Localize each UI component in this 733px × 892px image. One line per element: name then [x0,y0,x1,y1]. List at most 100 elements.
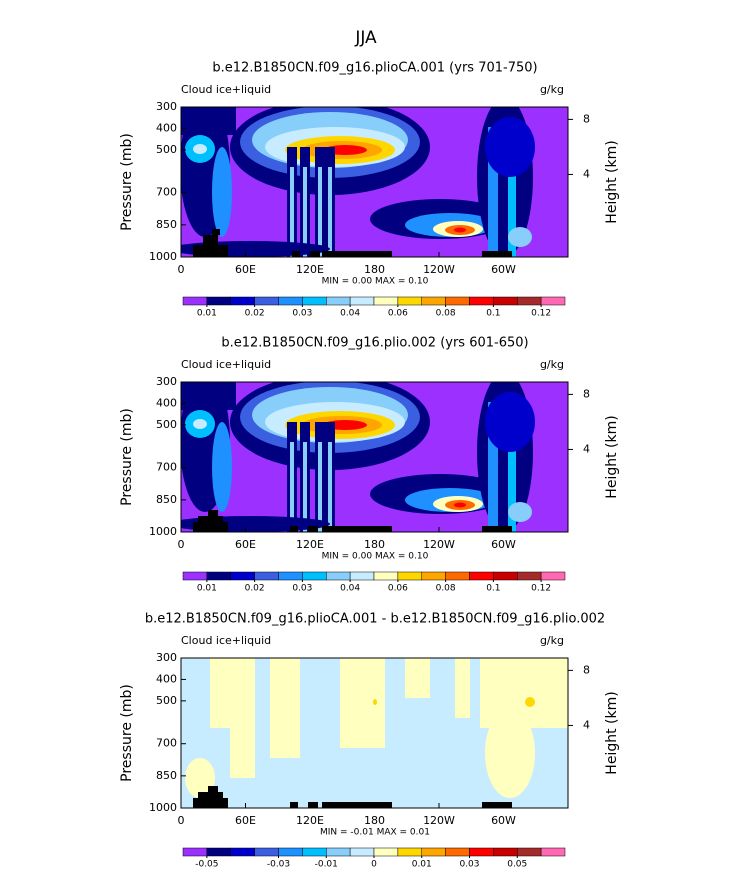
y2-axis-label: Height (km) [604,691,620,774]
y-tick-label: 700 [156,461,177,474]
contour-fill [290,442,294,532]
colorbar-box [278,571,303,581]
colorbar-box [278,847,303,857]
terrain [482,251,512,257]
colorbar-box [540,571,566,581]
colorbar-box [445,296,470,306]
x-tick-label: 120E [296,538,324,551]
colorbar-label: 0.01 [197,584,217,594]
colorbar-label: 0.1 [486,309,500,319]
contour-fill [455,658,470,718]
y2-tick-label: 4 [583,442,590,455]
y-axis-label: Pressure (mb) [119,408,135,506]
terrain [212,229,220,235]
colorbar-label: 0.12 [531,584,551,594]
x-tick-label: 60W [491,538,516,551]
stats-label: MIN = 0.00 MAX = 0.10 [322,552,429,562]
contour-fill [373,699,377,705]
colorbar-box [182,296,208,306]
left-label: Cloud ice+liquid [181,358,271,371]
colorbar-box [182,847,208,857]
stats-label: MIN = 0.00 MAX = 0.10 [322,277,429,287]
colorbar-box [397,296,422,306]
contour-fill [525,697,535,707]
colorbar-box [254,847,279,857]
colorbar-label: 0.06 [388,309,408,319]
y-tick-label: 500 [156,418,177,431]
colorbar-box [302,296,327,306]
y-axis-label: Pressure (mb) [119,684,135,782]
colorbar-label: 0.02 [245,584,265,594]
colorbar-box [493,296,518,306]
panel: b.e12.B1850CN.f09_g16.plio.002 (yrs 601-… [119,336,620,594]
contour-fill [328,442,332,532]
contour-fill [193,419,207,429]
contour-field [181,107,568,257]
x-tick-label: 60E [235,814,256,827]
colorbar-box [421,847,446,857]
colorbar-box [445,847,470,857]
colorbar-box [517,847,542,857]
colorbar-label: 0.08 [436,309,456,319]
terrain [292,251,300,257]
colorbar-label: 0.06 [388,584,408,594]
colorbar-box [493,571,518,581]
colorbar-label: 0.08 [436,584,456,594]
y2-tick-label: 8 [583,112,590,125]
colorbar-label: 0.05 [507,860,527,870]
y-tick-label: 1000 [149,525,177,538]
contour-fill [181,107,236,135]
colorbar-label: 0 [371,860,377,870]
y-tick-label: 1000 [149,801,177,814]
contour-fill [270,658,300,758]
colorbar-box [302,571,327,581]
contour-fill [454,227,466,233]
contour-fill [508,502,532,522]
colorbar-box [493,847,518,857]
colorbar-label: -0.05 [195,860,218,870]
colorbar-label: 0.03 [292,309,312,319]
x-tick-label: 180 [364,263,385,276]
contour-fill [488,127,498,257]
y-tick-label: 500 [156,143,177,156]
contour-field [181,658,568,808]
colorbar-box [469,296,494,306]
terrain [322,526,392,532]
units-label: g/kg [540,358,564,371]
colorbar-box [397,571,422,581]
colorbar-box [326,296,351,306]
y-tick-label: 850 [156,769,177,782]
colorbar-box [206,296,231,306]
colorbar-box [206,571,231,581]
x-tick-label: 60W [491,814,516,827]
colorbar-box [517,296,542,306]
x-tick-label: 0 [178,263,185,276]
colorbar-box [469,847,494,857]
y-tick-label: 850 [156,218,177,231]
contour-fill [318,442,322,532]
colorbar-label: -0.03 [267,860,290,870]
x-tick-label: 120W [423,538,455,551]
colorbar-label: 0.12 [531,309,551,319]
y-tick-label: 300 [156,375,177,388]
colorbar-box [326,847,351,857]
units-label: g/kg [540,634,564,647]
y-tick-label: 1000 [149,250,177,263]
y-tick-label: 500 [156,694,177,707]
x-tick-label: 120E [296,814,324,827]
colorbar-box [517,571,542,581]
x-tick-label: 120W [423,263,455,276]
stats-label: MIN = -0.01 MAX = 0.01 [320,828,430,838]
contour-fill [318,167,322,257]
contour-fill [508,147,516,257]
colorbar-box [469,571,494,581]
x-tick-label: 60W [491,263,516,276]
x-tick-label: 120W [423,814,455,827]
colorbar-box [540,296,566,306]
terrain [322,251,392,257]
y2-axis-label: Height (km) [604,415,620,498]
y2-tick-label: 4 [583,718,590,731]
contour-fill [193,144,207,154]
panel-title: b.e12.B1850CN.f09_g16.plioCA.001 - b.e12… [145,612,605,627]
